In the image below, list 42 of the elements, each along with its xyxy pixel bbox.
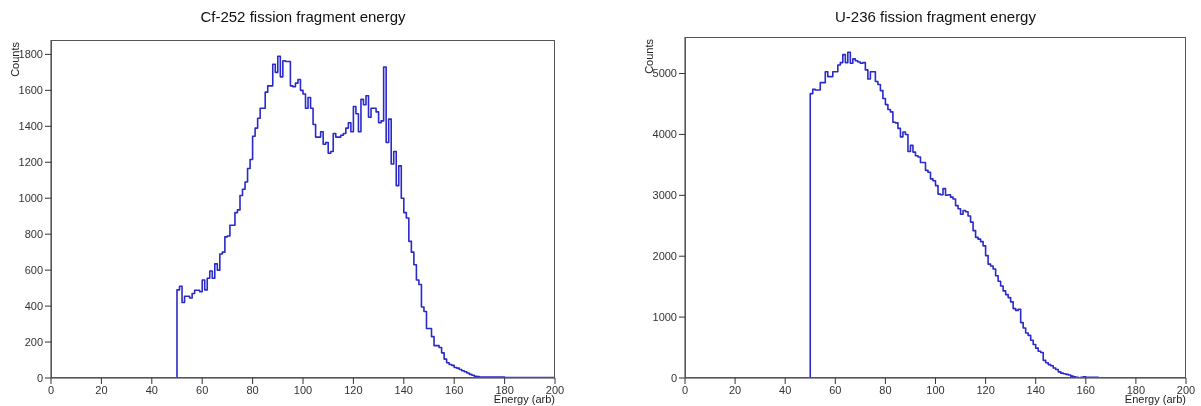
x-tick-label: 160 <box>1076 383 1095 396</box>
y-tick-label: 1200 <box>18 156 43 169</box>
x-tick-label: 120 <box>344 383 363 396</box>
chart-title: U-236 fission fragment energy <box>834 8 1037 25</box>
x-tick-label: 200 <box>1176 383 1196 396</box>
y-tick-label: 800 <box>24 228 43 241</box>
y-tick-label: 3000 <box>652 189 677 202</box>
x-tick-label: 140 <box>394 383 413 396</box>
x-tick-label: 60 <box>829 383 842 396</box>
y-tick-label: 1400 <box>18 120 43 133</box>
x-tick-label: 0 <box>681 383 689 396</box>
x-tick-label: 180 <box>1126 383 1146 396</box>
x-tick-label: 20 <box>95 383 108 396</box>
y-tick-label: 0 <box>670 371 677 384</box>
x-tick-label: 60 <box>196 383 209 396</box>
x-tick-label: 120 <box>976 383 995 396</box>
x-tick-label: 100 <box>926 383 945 396</box>
x-axis-title: Energy (arb) <box>493 393 555 405</box>
x-tick-label: 180 <box>495 383 514 396</box>
y-tick-label: 2000 <box>652 250 677 263</box>
x-axis-title: Energy (arb) <box>1124 393 1186 405</box>
x-tick-label: 20 <box>728 383 742 396</box>
x-tick-label: 0 <box>47 383 55 396</box>
y-tick-label: 1800 <box>18 48 43 61</box>
y-tick-label: 0 <box>36 371 43 384</box>
y-tick-label: 1000 <box>652 311 677 324</box>
x-tick-label: 160 <box>445 383 464 396</box>
y-tick-label: 200 <box>24 335 43 348</box>
x-tick-label: 100 <box>293 383 313 396</box>
y-tick-label: 1600 <box>18 84 43 97</box>
y-tick-label: 5000 <box>652 67 677 80</box>
x-tick-label: 80 <box>879 383 892 396</box>
x-tick-label: 200 <box>545 383 565 396</box>
y-tick-label: 4000 <box>652 128 677 141</box>
y-tick-label: 600 <box>24 264 43 277</box>
x-tick-label: 140 <box>1026 383 1045 396</box>
x-tick-label: 40 <box>779 383 792 396</box>
y-tick-label: 1000 <box>18 192 43 205</box>
x-tick-label: 80 <box>246 383 259 396</box>
y-tick-label: 400 <box>24 299 43 312</box>
chart-title: Cf-252 fission fragment energy <box>199 8 407 25</box>
x-tick-label: 40 <box>145 383 158 396</box>
